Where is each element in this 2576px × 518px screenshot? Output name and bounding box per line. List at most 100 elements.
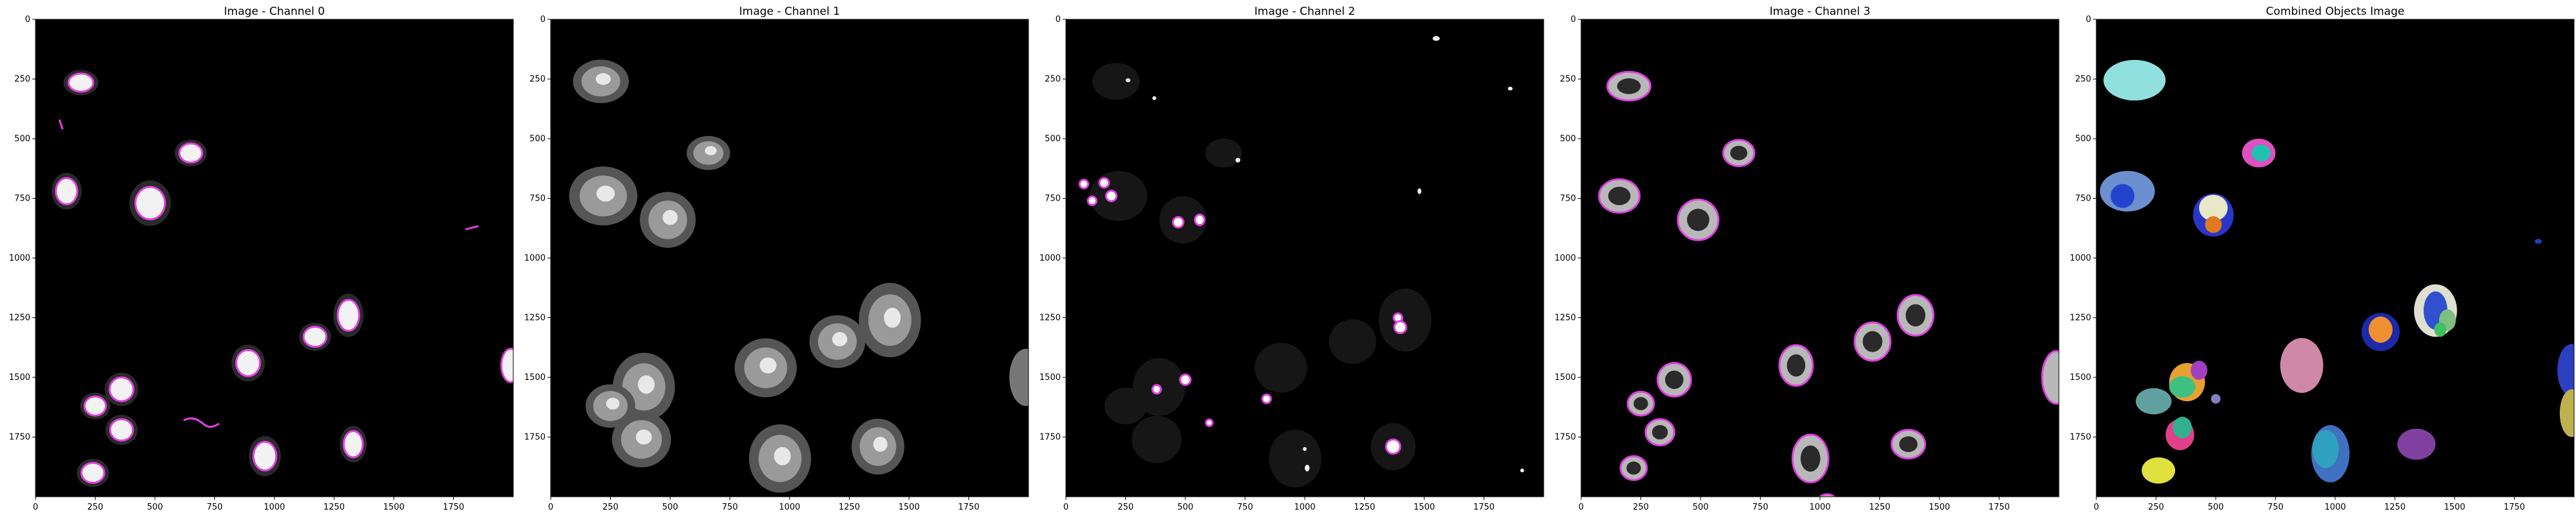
nucleolus <box>1172 215 1185 229</box>
object-label <box>2111 184 2135 208</box>
y-tick-label: 250 <box>1045 75 1061 85</box>
y-tick-label: 500 <box>14 134 30 144</box>
nucleus-dark <box>1863 331 1883 352</box>
x-tick-label: 750 <box>1752 503 1768 512</box>
x-tick-label: 1000 <box>1809 503 1830 512</box>
panel-1: 0 250 500 750 1000 1250 1500 1750 0 250 500 750 1000… <box>524 15 1029 512</box>
x-tick-label: 1000 <box>779 503 800 512</box>
x-tick-label: 1250 <box>1869 503 1890 512</box>
bright-spot <box>635 429 652 445</box>
x-tick-label: 250 <box>1118 503 1134 512</box>
y-tick-label: 1500 <box>2070 373 2091 383</box>
nucleolus <box>1078 179 1089 190</box>
nucleus <box>67 72 95 93</box>
x-tick-label: 0 <box>33 503 38 512</box>
x-tick-label: 750 <box>722 503 738 512</box>
nucleus-dark <box>1800 445 1821 472</box>
y-tick-label: 1500 <box>1555 373 1576 383</box>
bright-spot <box>884 307 901 328</box>
object-label <box>2211 393 2221 404</box>
panel-title-3: Image - Channel 3 <box>1769 5 1871 18</box>
x-tick-label: 750 <box>1237 503 1253 512</box>
y-tick-label: 1750 <box>1039 433 1061 443</box>
y-tick-label: 0 <box>540 15 546 25</box>
x-tick-label: 1000 <box>263 503 285 512</box>
object-label <box>2368 316 2393 343</box>
cell-outline <box>2041 350 2059 405</box>
nucleus-dark <box>1626 461 1641 475</box>
image-content <box>51 70 513 487</box>
y-tick-label: 1750 <box>1555 433 1576 443</box>
speck <box>1152 96 1156 101</box>
nucleus <box>108 376 135 403</box>
x-tick-label: 1750 <box>958 503 979 512</box>
speck <box>1305 464 1310 472</box>
image-area <box>1066 19 1544 497</box>
speck <box>1508 86 1513 91</box>
x-tick-label: 0 <box>2094 503 2099 512</box>
nucleus <box>108 418 134 442</box>
object-label <box>2280 337 2324 393</box>
x-tick-label: 500 <box>2208 503 2224 512</box>
bright-spot <box>759 357 777 374</box>
debris-outline <box>465 225 479 231</box>
image-content <box>569 59 1028 493</box>
bright-spot <box>832 332 848 346</box>
y-tick-label: 1500 <box>1039 373 1061 383</box>
nucleolus <box>1105 190 1118 203</box>
nucleus-dark <box>1899 436 1918 452</box>
x-tick-label: 1500 <box>898 503 919 512</box>
cell-shadow <box>1205 138 1242 168</box>
nucleus-dark <box>1651 424 1668 440</box>
object-label <box>2136 388 2172 415</box>
object-label <box>2205 216 2222 234</box>
nucleus-dark <box>1633 397 1648 410</box>
cell-shadow <box>1092 63 1140 100</box>
bright-spot <box>595 73 611 85</box>
object-label <box>2169 376 2196 398</box>
bright-spot <box>596 185 615 202</box>
x-tick-label: 250 <box>87 503 103 512</box>
object-label <box>2191 361 2208 380</box>
debris-outline <box>58 119 64 130</box>
nucleolus <box>1194 214 1206 226</box>
x-tick-label: 1250 <box>1354 503 1375 512</box>
y-tick-label: 1750 <box>524 433 546 443</box>
object-label <box>2199 194 2228 221</box>
object-label <box>2251 144 2271 162</box>
y-tick-label: 1500 <box>524 373 546 383</box>
cell-shadow <box>1131 415 1182 463</box>
object-label <box>2434 322 2447 337</box>
x-tick-label: 500 <box>1693 503 1709 512</box>
x-tick-label: 1750 <box>1988 503 2010 512</box>
panel-0: 0 250 500 750 1000 1250 1500 1750 0 250 500 750 1000… <box>9 15 514 512</box>
nucleolus <box>1385 438 1402 455</box>
x-tick-label: 1500 <box>1928 503 1950 512</box>
nucleus <box>336 299 360 332</box>
y-tick-label: 500 <box>1045 134 1061 144</box>
y-tick-label: 0 <box>2086 15 2091 25</box>
y-tick-label: 0 <box>1571 15 1576 25</box>
object-label <box>2397 428 2436 460</box>
nucleus-dark <box>1617 78 1641 94</box>
nucleus <box>302 326 328 348</box>
speck <box>1520 468 1524 473</box>
nucleus-dark <box>1608 186 1631 206</box>
speck <box>1125 78 1130 83</box>
y-tick-label: 1250 <box>524 314 546 323</box>
nucleus <box>252 441 278 472</box>
cell-shadow <box>1329 319 1376 364</box>
object-label <box>2557 344 2574 397</box>
y-tick-label: 500 <box>1560 134 1576 144</box>
nucleus <box>83 395 107 417</box>
x-tick-label: 500 <box>662 503 679 512</box>
y-tick-label: 0 <box>1056 15 1061 25</box>
y-tick-label: 1750 <box>9 433 30 443</box>
object-label <box>2534 239 2542 244</box>
y-tick-label: 1250 <box>9 314 30 323</box>
speck <box>1235 157 1241 163</box>
y-tick-label: 250 <box>14 75 30 85</box>
panel-title-2: Image - Channel 2 <box>1254 5 1356 18</box>
bright-spot <box>704 146 717 155</box>
